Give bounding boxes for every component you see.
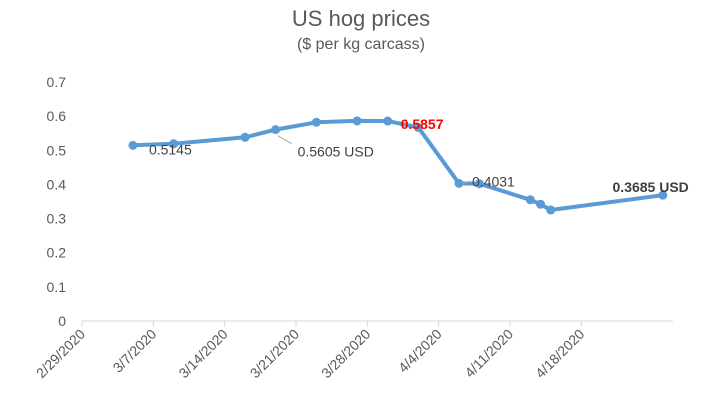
x-tick-label: 3/14/2020 (175, 326, 231, 382)
x-tick-label: 4/11/2020 (461, 326, 516, 381)
y-tick-label: 0 (58, 313, 66, 329)
x-tick-label: 2/29/2020 (33, 326, 89, 382)
data-label: 0.5857 (401, 116, 444, 132)
y-tick-label: 0.1 (47, 279, 67, 295)
series-line (130, 118, 665, 212)
data-point (169, 139, 179, 149)
data-point (311, 117, 321, 127)
chart-title: US hog prices (291, 6, 431, 31)
x-tick-label: 4/4/2020 (395, 326, 445, 376)
x-tick-label: 3/7/2020 (110, 326, 160, 376)
data-point (536, 199, 546, 209)
annotation-leader (461, 180, 471, 184)
y-tick-label: 0.7 (47, 74, 67, 90)
data-point (128, 140, 138, 150)
data-point (454, 178, 464, 188)
y-tick-label: 0.6 (47, 108, 67, 124)
y-tick-label: 0.5 (47, 142, 67, 158)
data-label: 0.5605 USD (298, 144, 374, 160)
y-tick-label: 0.4 (47, 176, 67, 192)
y-tick-label: 0.2 (47, 245, 67, 261)
annotation-leader (277, 135, 292, 145)
data-point (658, 190, 668, 200)
data-label: 0.3685 USD (613, 179, 689, 195)
x-tick-label: 3/28/2020 (318, 326, 374, 382)
x-tick-label: 3/21/2020 (247, 326, 303, 382)
data-point (383, 116, 393, 126)
chart-subtitle: ($ per kg carcass) (296, 36, 426, 53)
data-point (271, 125, 281, 135)
y-tick-label: 0.3 (47, 211, 67, 227)
data-point (546, 205, 556, 215)
data-point (352, 116, 362, 126)
x-tick-label: 4/18/2020 (532, 326, 588, 382)
data-point (240, 132, 250, 142)
data-point (413, 122, 423, 132)
data-label: 0.4031 (472, 173, 515, 189)
data-point (525, 195, 535, 205)
data-point (474, 179, 484, 189)
data-label: 0.5145 (149, 141, 192, 157)
